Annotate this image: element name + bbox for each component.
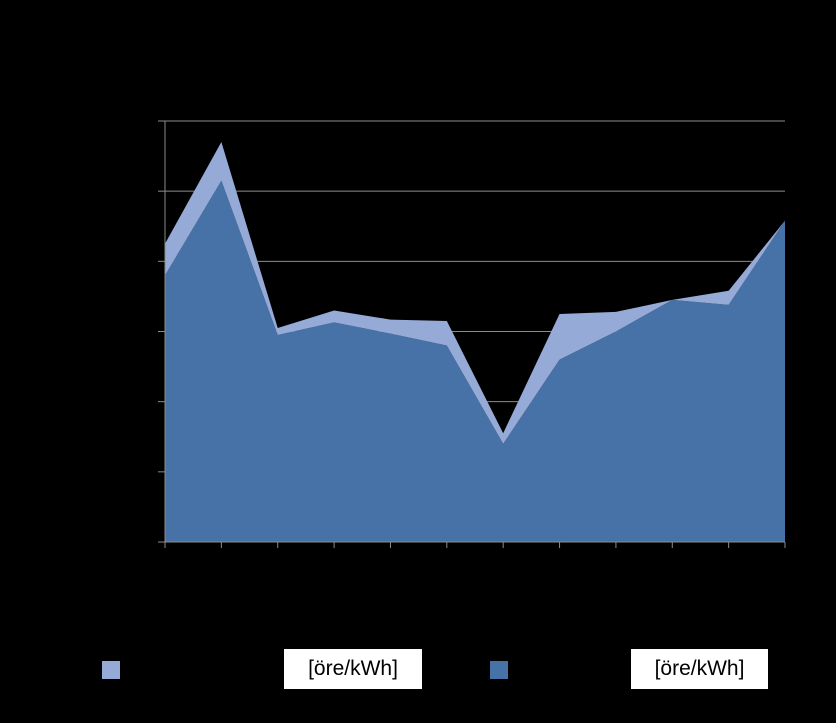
legend-swatch-bottom-series <box>490 661 508 679</box>
area-series-2 <box>165 142 785 444</box>
area-series-1 <box>165 180 785 542</box>
legend-swatch-top-series <box>102 661 120 679</box>
legend-unit-bottom-series: [öre/kWh] <box>631 649 768 689</box>
axis-layer <box>158 120 786 548</box>
area-layer <box>165 142 785 542</box>
legend-unit-top-series: [öre/kWh] <box>284 649 422 689</box>
